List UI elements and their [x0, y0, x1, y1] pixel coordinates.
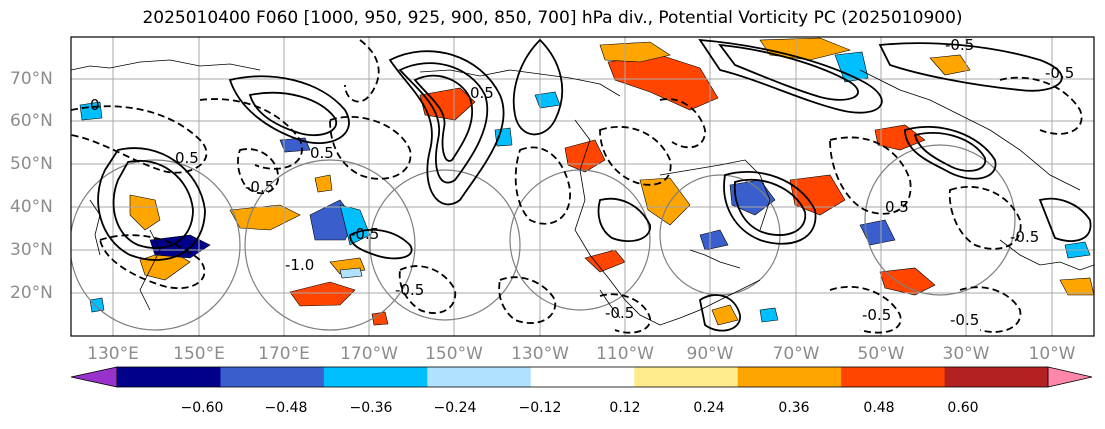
colorbar-bin: [737, 367, 842, 387]
contour-label: -0.5: [950, 311, 979, 329]
map-frame: [70, 36, 1095, 337]
contour-label: -0.5: [350, 225, 379, 243]
lon-label-90w: 90°W: [686, 344, 734, 364]
colorbar: [70, 366, 1093, 388]
contour-label: 0: [90, 96, 100, 114]
solid-contours: [97, 38, 1092, 332]
dashed-contours: [71, 39, 1083, 334]
colorbar-max-extend: [1047, 366, 1093, 388]
lat-label-40n: 40°N: [10, 197, 53, 217]
lat-label-60n: 60°N: [10, 111, 53, 131]
contour-label: 0.5: [470, 84, 494, 102]
colorbar-tick-label: 0.24: [693, 400, 725, 416]
lon-label-30w: 30°W: [942, 344, 990, 364]
colorbar-tick-label: −0.24: [433, 400, 477, 416]
colorbar-bin: [323, 367, 428, 387]
colorbar-bin: [634, 367, 739, 387]
colorbar-bin: [117, 367, 221, 387]
lon-label-170e: 170°E: [258, 344, 310, 364]
contour-label: -0.5: [1010, 228, 1039, 246]
contour-labels: 0.5 -0.5 -0.5 0.5 0.5 -0.5 -1.0 -0.5 -0.…: [90, 36, 1074, 329]
contour-label: 0.5: [310, 144, 334, 162]
colorbar-bin: [220, 367, 325, 387]
lon-label-70w: 70°W: [772, 344, 820, 364]
colorbar-tick-label: −0.48: [264, 400, 308, 416]
lat-label-50n: 50°N: [10, 154, 53, 174]
colorbar-tick-label: 0.48: [863, 400, 895, 416]
colorbar-bin: [427, 367, 532, 387]
contour-label: 0.5: [885, 198, 909, 216]
lat-label-70n: 70°N: [10, 69, 53, 89]
colorbar-tick-label: −0.60: [180, 400, 224, 416]
contour-label: -0.5: [1045, 64, 1074, 82]
colorbar-frame: [116, 366, 1049, 388]
colorbar-bin: [944, 367, 1049, 387]
positive-shading: [129, 37, 1094, 326]
lon-label-150w: 150°W: [425, 344, 483, 364]
contour-label: -1.0: [285, 256, 314, 274]
colorbar-tick-label: −0.12: [518, 400, 562, 416]
lon-label-130e: 130°E: [87, 344, 139, 364]
colorbar-bin: [530, 367, 635, 387]
contour-label: -0.5: [395, 281, 424, 299]
colorbar-tick-label: −0.36: [349, 400, 393, 416]
map-title: 2025010400 F060 [1000, 950, 925, 900, 85…: [142, 8, 963, 28]
lon-label-110w: 110°W: [596, 344, 654, 364]
contour-label: 0.5: [175, 149, 199, 167]
contour-label: -0.5: [862, 306, 891, 324]
contour-label: -0.5: [605, 304, 634, 322]
map-content: 0.5 -0.5 -0.5 0.5 0.5 -0.5 -1.0 -0.5 -0.…: [71, 36, 1094, 336]
colorbar-tick-label: 0.12: [609, 400, 641, 416]
lon-label-170w: 170°W: [340, 344, 398, 364]
contour-label: -0.5: [245, 178, 274, 196]
colorbar-tick-label: 0.36: [778, 400, 810, 416]
colorbar-tick-label: 0.60: [947, 400, 979, 416]
lat-label-20n: 20°N: [10, 283, 53, 303]
lat-label-30n: 30°N: [10, 240, 53, 260]
lon-label-50w: 50°W: [857, 344, 905, 364]
colorbar-min-extend: [70, 366, 118, 388]
lon-label-10w: 10°W: [1028, 344, 1076, 364]
colorbar-bin: [841, 367, 946, 387]
lon-label-130w: 130°W: [511, 344, 569, 364]
contour-label: -0.5: [945, 36, 974, 54]
lon-label-150e: 150°E: [173, 344, 225, 364]
